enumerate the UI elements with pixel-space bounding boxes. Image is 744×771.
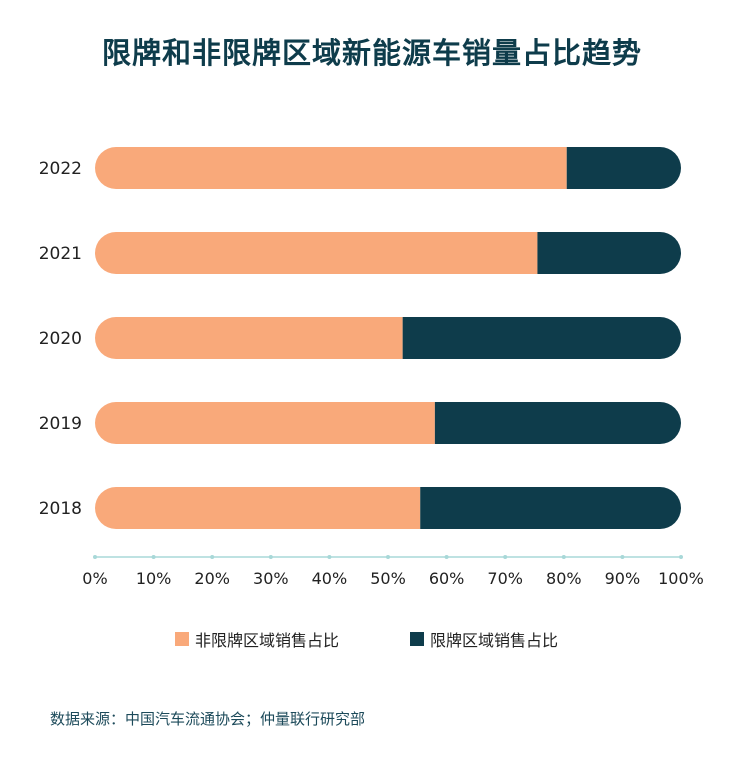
bar-2019-non-restricted [95, 402, 435, 444]
bar-2020-non-restricted [95, 317, 403, 359]
legend-item-restricted: 限牌区域销售占比 [410, 627, 558, 651]
x-tick-label: 70% [487, 569, 523, 588]
bar-2022-non-restricted [95, 147, 567, 189]
x-tick-mark [210, 555, 215, 559]
x-tick-mark [386, 555, 390, 559]
x-tick-label: 100% [658, 569, 704, 588]
x-tick-mark [444, 555, 449, 559]
legend-swatch-restricted [410, 632, 424, 646]
bar-2021-restricted [537, 232, 681, 274]
x-tick-mark [268, 555, 273, 559]
chart-title: 限牌和非限牌区域新能源车销量占比趋势 [101, 36, 642, 70]
x-tick-label: 40% [312, 569, 348, 588]
bar-2018-non-restricted [95, 487, 421, 529]
legend-label-restricted: 限牌区域销售占比 [430, 631, 559, 650]
legend-label-non-restricted: 非限牌区域销售占比 [195, 631, 340, 650]
x-tick-mark [620, 555, 625, 559]
category-label-2020: 2020 [39, 329, 82, 349]
bar-2019-restricted [434, 402, 681, 444]
bar-2020-restricted [402, 317, 681, 359]
x-tick-mark [327, 555, 332, 559]
x-tick-mark [151, 555, 156, 559]
x-tick-label: 50% [370, 569, 406, 588]
x-tick-mark [561, 555, 566, 559]
legend-item-non-restricted: 非限牌区域销售占比 [175, 627, 339, 651]
stacked-bar-chart: 2022 2021 2020 2019 2018 0% 10% 20% 30% 40% 50% 60%… [39, 147, 704, 588]
bar-2022-restricted [566, 147, 681, 189]
x-tick-mark [679, 555, 683, 559]
category-label-2022: 2022 [39, 159, 82, 179]
x-tick-label: 30% [253, 569, 289, 588]
x-tick-label: 80% [546, 569, 582, 588]
bar-2021-non-restricted [95, 232, 538, 274]
x-tick-mark [93, 555, 97, 559]
x-tick-label: 10% [136, 569, 172, 588]
legend-swatch-non-restricted [175, 632, 189, 646]
x-tick-mark [503, 555, 508, 559]
source-note: 数据来源：中国汽车流通协会；仲量联行研究部 [50, 710, 366, 728]
category-label-2018: 2018 [39, 499, 82, 519]
x-tick-label: 60% [429, 569, 465, 588]
category-label-2019: 2019 [39, 414, 82, 434]
x-tick-label: 0% [82, 569, 107, 588]
category-label-2021: 2021 [39, 244, 82, 264]
bar-2018-restricted [420, 487, 681, 529]
x-tick-label: 90% [605, 569, 641, 588]
x-tick-label: 20% [194, 569, 230, 588]
